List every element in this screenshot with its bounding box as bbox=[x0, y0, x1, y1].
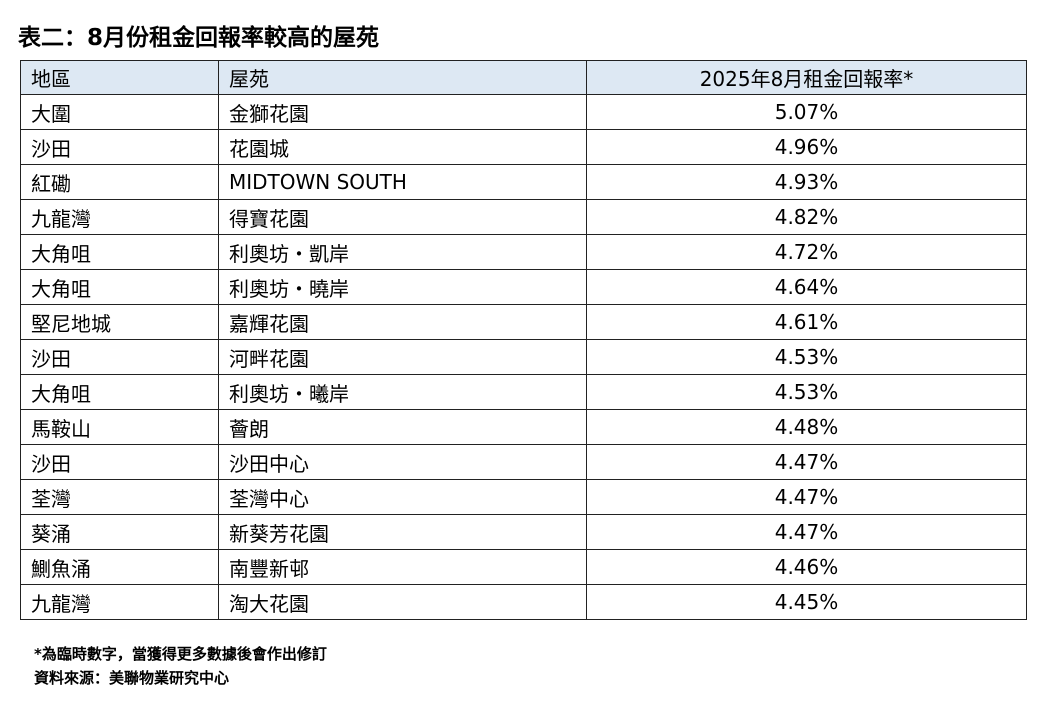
table-row: 沙田 河畔花園 4.53% bbox=[20, 339, 1027, 375]
table-cell: 淘大花園 bbox=[218, 584, 587, 620]
title: 表二：8月份租金回報率較高的屋苑 bbox=[18, 25, 380, 51]
table-cell: 4.47% bbox=[586, 514, 1027, 550]
header-cell: 地區 bbox=[20, 60, 219, 95]
table-cell: 大角咀 bbox=[20, 234, 219, 270]
table-cell: 沙田 bbox=[20, 129, 219, 165]
table-row: 荃灣 荃灣中心 4.47% bbox=[20, 479, 1027, 515]
table-row: 大角咀 利奧坊・曉岸 4.64% bbox=[20, 269, 1027, 305]
table-row: 鰂魚涌 南豐新邨 4.46% bbox=[20, 549, 1027, 585]
table-cell: 4.47% bbox=[586, 479, 1027, 515]
table-cell: 河畔花園 bbox=[218, 339, 587, 375]
table-cell: 得寶花園 bbox=[218, 199, 587, 235]
table-cell: 4.96% bbox=[586, 129, 1027, 165]
table-cell: 沙田 bbox=[20, 444, 219, 480]
header-cell: 2025年8月租金回報率* bbox=[586, 60, 1027, 95]
table-cell: 葵涌 bbox=[20, 514, 219, 550]
table-row: 葵涌 新葵芳花園 4.47% bbox=[20, 514, 1027, 550]
table-cell: 嘉輝花園 bbox=[218, 304, 587, 340]
table-cell: 大角咀 bbox=[20, 374, 219, 410]
table-cell: 紅磡 bbox=[20, 164, 219, 200]
table-cell: 九龍灣 bbox=[20, 584, 219, 620]
table-cell: 4.93% bbox=[586, 164, 1027, 200]
table-cell: 大角咀 bbox=[20, 269, 219, 305]
table-row: 大角咀 利奧坊・凱岸 4.72% bbox=[20, 234, 1027, 270]
table-cell: 4.82% bbox=[586, 199, 1027, 235]
table-cell: 沙田中心 bbox=[218, 444, 587, 480]
table-cell: 5.07% bbox=[586, 94, 1027, 130]
table-row: 大角咀 利奧坊・曦岸 4.53% bbox=[20, 374, 1027, 410]
table-row: 馬鞍山 薈朗 4.48% bbox=[20, 409, 1027, 445]
table-row: 堅尼地城 嘉輝花園 4.61% bbox=[20, 304, 1027, 340]
table-cell: 鰂魚涌 bbox=[20, 549, 219, 585]
table-cell: 4.64% bbox=[586, 269, 1027, 305]
table-cell: 金獅花園 bbox=[218, 94, 587, 130]
table-row: 紅磡 MIDTOWN SOUTH 4.93% bbox=[20, 164, 1027, 200]
table-cell: 薈朗 bbox=[218, 409, 587, 445]
table-cell: 九龍灣 bbox=[20, 199, 219, 235]
table-cell: 利奧坊・曉岸 bbox=[218, 269, 587, 305]
table-cell: 4.45% bbox=[586, 584, 1027, 620]
table-cell: 南豐新邨 bbox=[218, 549, 587, 585]
table-cell: 4.72% bbox=[586, 234, 1027, 270]
table-cell: 利奧坊・曦岸 bbox=[218, 374, 587, 410]
table-row: 九龍灣 淘大花園 4.45% bbox=[20, 584, 1027, 620]
table-cell: 4.46% bbox=[586, 549, 1027, 585]
table-row: 沙田 沙田中心 4.47% bbox=[20, 444, 1027, 480]
footnote: *為臨時數字，當獲得更多數據後會作出修訂 bbox=[34, 645, 327, 663]
source-note: 資料來源：美聯物業研究中心 bbox=[34, 669, 230, 687]
table-cell: MIDTOWN SOUTH bbox=[218, 164, 587, 200]
header-row: 地區 屋苑 2025年8月租金回報率* bbox=[20, 60, 1027, 95]
header-cell: 屋苑 bbox=[218, 60, 587, 95]
table-cell: 4.53% bbox=[586, 339, 1027, 375]
table-cell: 花園城 bbox=[218, 129, 587, 165]
table-cell: 荃灣中心 bbox=[218, 479, 587, 515]
table-row: 沙田 花園城 4.96% bbox=[20, 129, 1027, 165]
table-cell: 堅尼地城 bbox=[20, 304, 219, 340]
table-cell: 4.61% bbox=[586, 304, 1027, 340]
table-cell: 4.53% bbox=[586, 374, 1027, 410]
table-row: 大圍 金獅花園 5.07% bbox=[20, 94, 1027, 130]
table-cell: 新葵芳花園 bbox=[218, 514, 587, 550]
table-cell: 4.47% bbox=[586, 444, 1027, 480]
table-cell: 4.48% bbox=[586, 409, 1027, 445]
table-cell: 大圍 bbox=[20, 94, 219, 130]
table-row: 九龍灣 得寶花園 4.82% bbox=[20, 199, 1027, 235]
table: 地區 屋苑 2025年8月租金回報率* 大圍 金獅花園 5.07% 沙田 花園城 4.96% 紅… bbox=[20, 60, 1027, 620]
table-cell: 馬鞍山 bbox=[20, 409, 219, 445]
table-cell: 荃灣 bbox=[20, 479, 219, 515]
table-body: 大圍 金獅花園 5.07% 沙田 花園城 4.96% 紅磡 MIDTOWN SOUTH 4.93… bbox=[20, 94, 1027, 620]
table-cell: 利奧坊・凱岸 bbox=[218, 234, 587, 270]
table-cell: 沙田 bbox=[20, 339, 219, 375]
